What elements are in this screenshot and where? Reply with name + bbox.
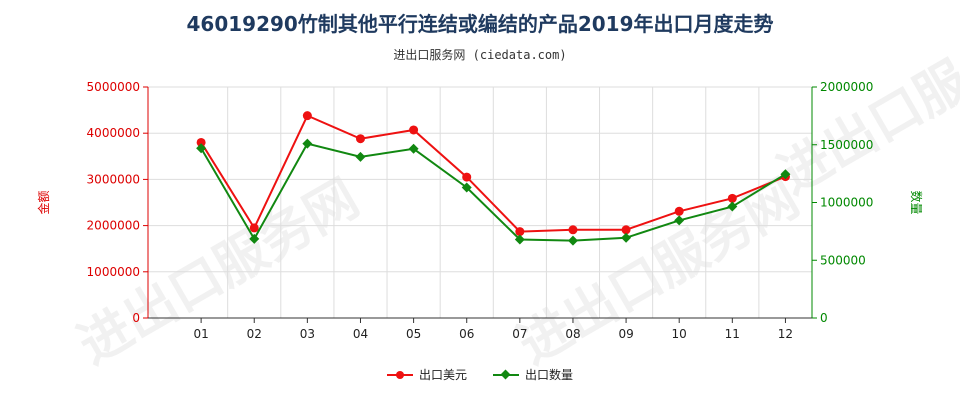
y-tick-label-left: 4000000 [87, 126, 140, 140]
legend-label-export-usd: 出口美元 [418, 368, 467, 382]
data-point-export-qty [249, 233, 260, 244]
data-point-export-usd [196, 137, 206, 147]
y-tick-label-right: 1000000 [820, 196, 873, 210]
y-tick-label-right: 0 [820, 311, 828, 325]
data-point-export-usd [674, 206, 684, 216]
data-point-export-qty [196, 143, 207, 154]
data-point-export-qty [514, 234, 525, 245]
x-tick-label: 08 [565, 327, 580, 341]
y-axis-label-left: 金额 [36, 190, 51, 214]
x-tick-label: 04 [353, 327, 368, 341]
y-tick-label-right: 500000 [820, 253, 866, 267]
y-tick-label-left: 2000000 [87, 219, 140, 233]
x-tick-label: 09 [618, 327, 633, 341]
x-tick-label: 10 [672, 327, 687, 341]
y-tick-label-right: 2000000 [820, 80, 873, 94]
x-tick-label: 07 [512, 327, 527, 341]
x-tick-label: 11 [725, 327, 740, 341]
data-point-export-qty [461, 182, 472, 193]
data-point-export-usd [568, 225, 578, 235]
data-point-export-qty [408, 143, 419, 154]
y-axis-label-right: 数量 [909, 190, 924, 214]
x-tick-label: 06 [459, 327, 474, 341]
y-tick-label-left: 5000000 [87, 80, 140, 94]
x-tick-label: 03 [300, 327, 315, 341]
legend-label-export-qty: 出口数量 [525, 368, 574, 382]
data-point-export-usd [515, 227, 525, 237]
data-point-export-usd [462, 172, 472, 182]
x-tick-label: 12 [778, 327, 793, 341]
x-tick-label: 01 [193, 327, 208, 341]
data-point-export-qty [780, 169, 791, 180]
legend: 出口美元 出口数量 [0, 366, 960, 383]
data-point-export-qty [567, 235, 578, 246]
legend-swatch-export-qty [493, 370, 519, 380]
data-point-export-qty [302, 138, 313, 149]
y-tick-label-left: 0 [132, 311, 140, 325]
x-tick-label: 05 [406, 327, 421, 341]
data-point-export-qty [621, 232, 632, 243]
y-tick-label-left: 1000000 [87, 265, 140, 279]
data-point-export-qty [727, 201, 738, 212]
legend-swatch-export-usd [386, 370, 413, 380]
data-point-export-usd [409, 125, 419, 135]
data-point-export-qty [674, 215, 685, 226]
data-point-export-usd [727, 193, 737, 203]
data-point-export-qty [355, 151, 366, 162]
legend-item-export-usd[interactable]: 出口美元 [386, 366, 467, 383]
series-line-export-qty [200, 142, 786, 242]
y-tick-label-left: 3000000 [87, 172, 140, 186]
data-point-export-usd [621, 225, 631, 235]
data-point-export-usd [355, 134, 365, 144]
chart-title: 46019290竹制其他平行连结或编结的产品2019年出口月度走势 [186, 12, 774, 36]
data-point-export-usd [302, 111, 312, 121]
x-tick-label: 02 [247, 327, 262, 341]
legend-item-export-qty[interactable]: 出口数量 [493, 366, 573, 383]
chart-subtitle: 进出口服务网 (ciedata.com) [393, 48, 567, 62]
data-point-export-usd [249, 223, 259, 233]
y-tick-label-right: 1500000 [820, 138, 873, 152]
series-line-export-usd [200, 114, 786, 233]
